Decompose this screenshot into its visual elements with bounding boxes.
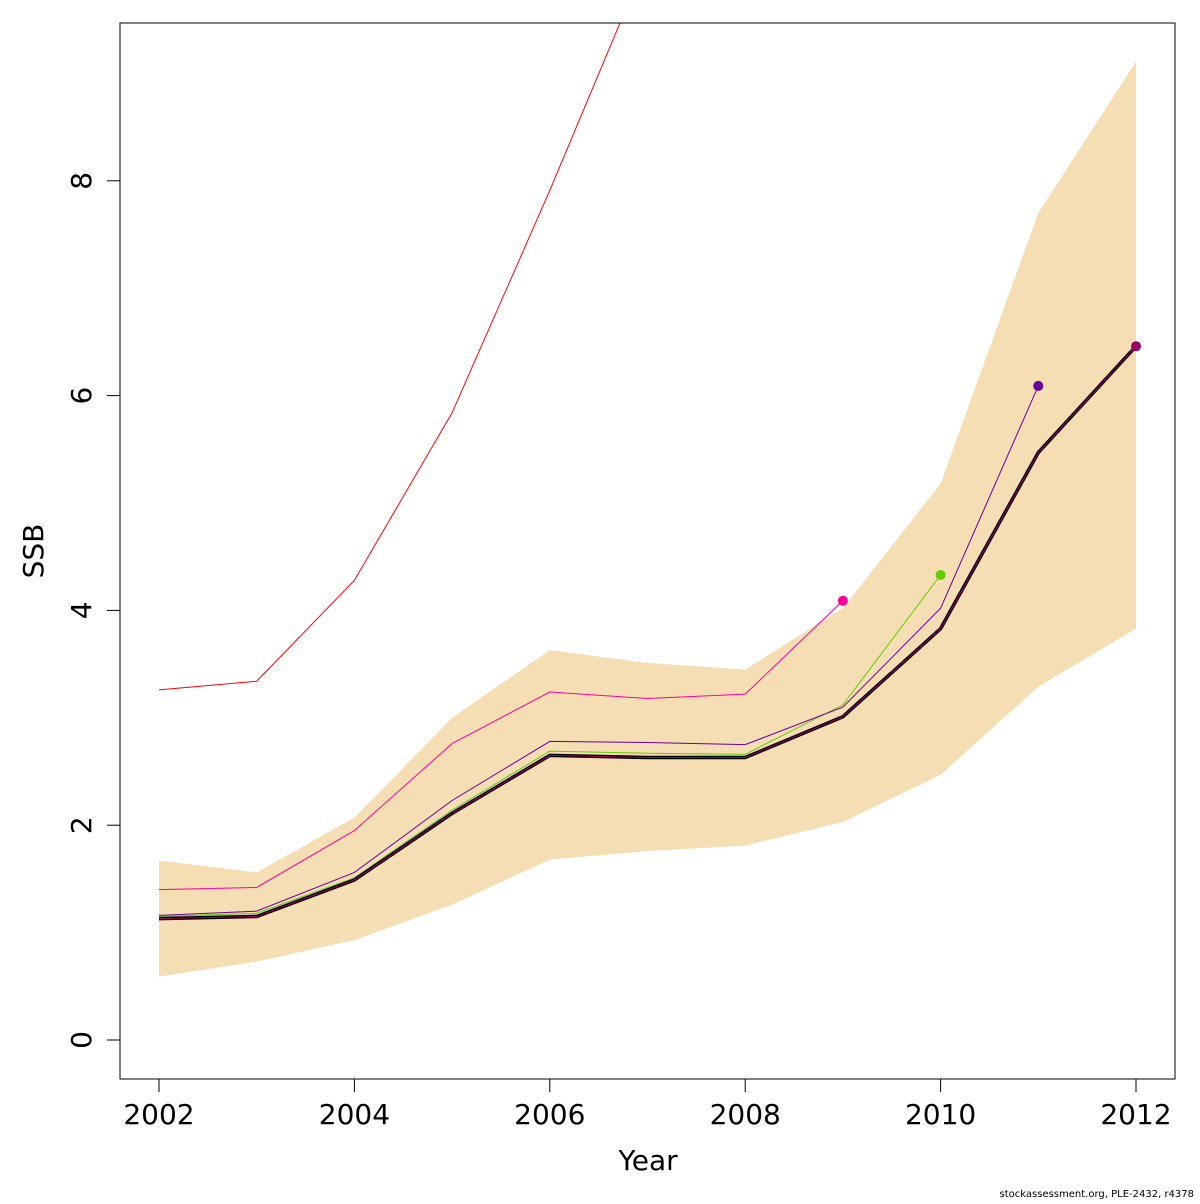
y-tick-label: 4 [65,601,98,619]
x-axis-label: Year [617,1144,678,1177]
y-tick-label: 2 [65,816,98,834]
y-axis: 0 2 4 6 8 [65,172,121,1049]
y-axis-label: SSB [17,524,50,579]
y-tick-label: 6 [65,387,98,405]
x-tick-label: 2008 [710,1098,781,1131]
series-line-green [158,574,941,917]
x-tick-label: 2002 [123,1098,194,1131]
series-point-pink [837,595,848,606]
x-tick-label: 2010 [905,1098,976,1131]
series-line-red [158,23,621,691]
footnote: stockassessment.org, PLE-2432, r4378 [1000,1189,1194,1200]
y-tick-label: 0 [65,1031,98,1049]
series-point-green [935,569,946,580]
confidence-band [159,61,1136,977]
series-line-purple [158,385,1039,916]
x-tick-label: 2004 [319,1098,390,1131]
series-point-maroon [1131,341,1141,352]
series-point-purple [1033,380,1044,391]
x-tick-label: 2006 [514,1098,585,1131]
series-line-pink [158,600,844,891]
x-tick-label: 2012 [1100,1098,1171,1131]
y-tick-label: 8 [65,172,98,190]
series-line-maroon [158,345,1137,920]
x-axis: 2002 2004 2006 2008 2010 2012 [123,1078,1172,1131]
